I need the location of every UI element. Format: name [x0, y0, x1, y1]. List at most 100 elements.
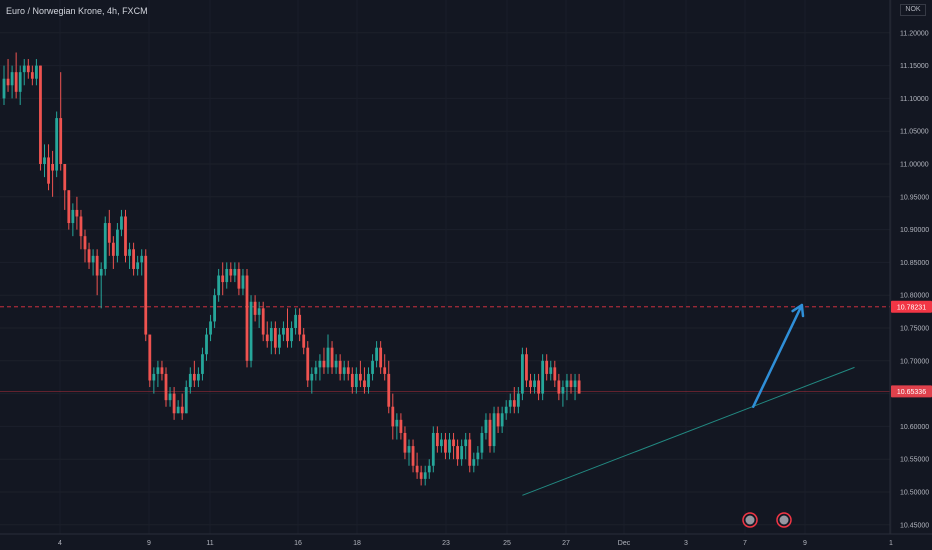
price-tick-label: 10.75000: [900, 326, 929, 333]
candle-body: [35, 65, 38, 79]
candle-body: [363, 380, 366, 388]
price-tick-label: 10.70000: [900, 358, 929, 365]
candle-body: [354, 373, 358, 388]
candle-body: [124, 216, 127, 256]
arrow-head: [791, 303, 805, 318]
candle-body: [152, 373, 156, 381]
candle-body: [261, 308, 265, 335]
event-markers[interactable]: [742, 512, 792, 528]
time-axis[interactable]: 4 9 11 16 18 23 25 27 Dec 3 7 9 1: [0, 533, 932, 547]
candle-body: [383, 367, 387, 374]
candle-body: [180, 406, 184, 414]
candle-body: [241, 275, 245, 289]
event-icon[interactable]: [776, 512, 792, 528]
candle-body: [480, 432, 484, 453]
candle-body: [508, 400, 512, 407]
event-marker-1[interactable]: [742, 512, 758, 528]
time-tick-label: 16: [294, 540, 302, 547]
candle-body: [79, 216, 83, 237]
candle-body: [14, 72, 18, 92]
event-marker-2[interactable]: [776, 512, 792, 528]
candle-body: [322, 360, 326, 368]
candle-body: [342, 367, 346, 374]
candle-body: [553, 367, 557, 381]
candle-body: [55, 118, 59, 171]
candle-body: [249, 301, 253, 361]
candle-body: [192, 373, 196, 381]
candle-body: [116, 229, 119, 256]
candle-body: [233, 268, 237, 276]
candle-body: [286, 328, 289, 342]
candle-body: [229, 268, 233, 276]
candle-body: [350, 373, 354, 388]
time-tick-label: 9: [803, 540, 807, 547]
candle-body: [47, 157, 50, 184]
candle-body: [136, 262, 140, 269]
candle-body: [282, 328, 285, 335]
candle-body: [326, 347, 330, 368]
candle-body: [63, 164, 67, 191]
price-tag-box[interactable]: [891, 385, 932, 398]
price-tick-label: 10.55000: [900, 457, 929, 464]
candle-body: [427, 465, 431, 473]
candle-body: [569, 380, 573, 388]
candle-body: [172, 393, 176, 414]
candle-body: [302, 334, 306, 348]
candle-body: [144, 255, 148, 335]
price-tag-box[interactable]: [891, 300, 932, 313]
candle-body: [87, 249, 91, 263]
support-trend-line[interactable]: [522, 366, 855, 496]
time-tick-label: 25: [503, 540, 511, 547]
time-tick-label: 1: [889, 540, 893, 547]
price-tick-label: 11.10000: [900, 96, 929, 103]
drawings: [522, 303, 855, 496]
candle-body: [314, 367, 318, 374]
price-tick-label: 11.15000: [900, 63, 929, 70]
price-tick-label: 10.45000: [900, 522, 929, 529]
candle-body: [456, 446, 459, 460]
horizontal-lines: [0, 306, 890, 392]
candle-body: [184, 387, 188, 414]
price-tick-label: 11.20000: [900, 30, 929, 37]
candle-body: [557, 380, 561, 394]
candle-body: [168, 393, 172, 401]
candle-body: [488, 419, 492, 447]
candle-body: [95, 255, 99, 276]
time-tick-label: 3: [684, 540, 688, 547]
chart-title: Euro / Norwegian Krone, 4h, FXCM: [6, 6, 148, 16]
candle-body: [128, 249, 131, 256]
candle-body: [549, 367, 553, 374]
candle-body: [440, 439, 443, 447]
candle-body: [290, 328, 293, 342]
candle-body: [59, 118, 63, 164]
candle-body: [504, 406, 508, 414]
candle-body: [39, 65, 42, 164]
candle-body: [6, 78, 10, 86]
candle-body: [492, 413, 496, 447]
projection-arrow[interactable]: [752, 303, 804, 408]
candle-body: [75, 209, 79, 217]
price-axis[interactable]: 11.20000 11.15000 11.10000 11.05000 11.00000…: [889, 0, 932, 534]
candle-body: [379, 347, 383, 368]
time-tick-label: 18: [353, 540, 361, 547]
candle-body: [197, 373, 200, 381]
candle-body: [375, 347, 378, 361]
candle-body: [521, 354, 524, 394]
event-icon[interactable]: [742, 512, 758, 528]
price-tick-label: 10.50000: [900, 490, 929, 497]
candle-body: [18, 72, 22, 92]
candle-body: [423, 472, 427, 479]
candle-body: [435, 432, 439, 447]
candle-body: [160, 367, 164, 374]
time-tick-label: 9: [147, 540, 151, 547]
price-tick-label: 10.60000: [900, 424, 929, 431]
candle-body: [148, 334, 152, 381]
candle-body: [391, 406, 395, 427]
candle-body: [217, 275, 221, 296]
time-tick-label: 23: [442, 540, 450, 547]
candle-body: [111, 242, 115, 256]
candle-body: [346, 367, 350, 374]
candle-body: [310, 373, 314, 381]
